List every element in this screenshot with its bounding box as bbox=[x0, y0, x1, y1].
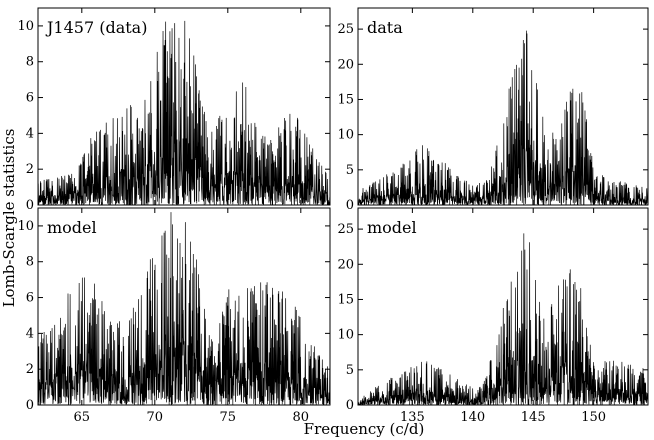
y-tick-label-top-right: 10 bbox=[337, 128, 354, 143]
panel-title-bottom-right: model bbox=[367, 218, 417, 237]
panel-top-right: 0 5 10 15 20 25 data bbox=[337, 7, 649, 213]
y-tick-label-bottom-right: 5 bbox=[346, 363, 354, 378]
y-tick-label-top-right: 5 bbox=[346, 163, 354, 178]
x-tick-label-bottom-left: 80 bbox=[293, 410, 310, 425]
panels-group: 0 2 4 6 8 10 J1457 (data) 0 5 10 15 20 25 data 0 2 4 6 8 10… bbox=[17, 7, 649, 425]
x-tick-label-bottom-left: 65 bbox=[74, 410, 91, 425]
plot-frame-top-right bbox=[357, 7, 649, 206]
panel-title-top-left: J1457 (data) bbox=[45, 18, 147, 37]
y-tick-label-top-right: 25 bbox=[337, 22, 354, 37]
y-tick-label-bottom-right: 15 bbox=[337, 292, 354, 307]
series-line-bottom-right bbox=[358, 233, 648, 405]
y-tick-label-bottom-right: 0 bbox=[346, 398, 354, 413]
x-tick-label-bottom-left: 75 bbox=[220, 410, 237, 425]
y-tick-label-top-left: 2 bbox=[26, 162, 34, 177]
y-tick-label-bottom-right: 10 bbox=[337, 328, 354, 343]
y-tick-label-top-left: 0 bbox=[26, 198, 34, 213]
x-tick-label-bottom-left: 70 bbox=[147, 410, 164, 425]
plot-frame-bottom-right bbox=[357, 207, 649, 406]
x-tick-label-bottom-right: 150 bbox=[581, 410, 606, 425]
x-tick-label-bottom-right: 140 bbox=[460, 410, 485, 425]
y-tick-label-top-left: 8 bbox=[26, 55, 34, 70]
series-line-top-right bbox=[358, 30, 648, 205]
y-tick-label-top-left: 6 bbox=[26, 91, 34, 106]
y-tick-label-bottom-left: 2 bbox=[26, 362, 34, 377]
plot-frame-bottom-left bbox=[37, 207, 331, 406]
panel-top-left: 0 2 4 6 8 10 J1457 (data) bbox=[17, 7, 331, 213]
y-tick-label-top-right: 0 bbox=[346, 198, 354, 213]
y-tick-label-bottom-left: 0 bbox=[26, 398, 34, 413]
panel-bottom-right: 0 5 10 15 20 25 135 140 145 150 model bbox=[337, 207, 649, 425]
series-line-top-left bbox=[38, 20, 330, 205]
y-tick-label-top-right: 15 bbox=[337, 92, 354, 107]
y-tick-label-bottom-left: 4 bbox=[26, 326, 34, 341]
y-tick-label-bottom-right: 20 bbox=[337, 257, 354, 272]
x-axis-label: Frequency (c/d) bbox=[304, 420, 425, 438]
plot-frame-top-left bbox=[37, 7, 331, 206]
panel-title-top-right: data bbox=[367, 18, 403, 37]
y-tick-label-top-right: 20 bbox=[337, 57, 354, 72]
panel-bottom-left: 0 2 4 6 8 10 65 70 75 80 model bbox=[17, 207, 331, 425]
y-tick-label-bottom-right: 25 bbox=[337, 222, 354, 237]
x-tick-label-bottom-right: 145 bbox=[521, 410, 546, 425]
y-axis-label: Lomb-Scargle statistics bbox=[0, 129, 18, 308]
y-tick-label-top-left: 10 bbox=[17, 19, 34, 34]
panel-title-bottom-left: model bbox=[47, 218, 97, 237]
y-tick-label-bottom-left: 6 bbox=[26, 291, 34, 306]
y-tick-label-top-left: 4 bbox=[26, 126, 34, 141]
series-line-bottom-left bbox=[38, 212, 330, 405]
y-tick-label-bottom-left: 8 bbox=[26, 255, 34, 270]
x-tick-label-bottom-right: 135 bbox=[400, 410, 425, 425]
y-tick-label-bottom-left: 10 bbox=[17, 219, 34, 234]
